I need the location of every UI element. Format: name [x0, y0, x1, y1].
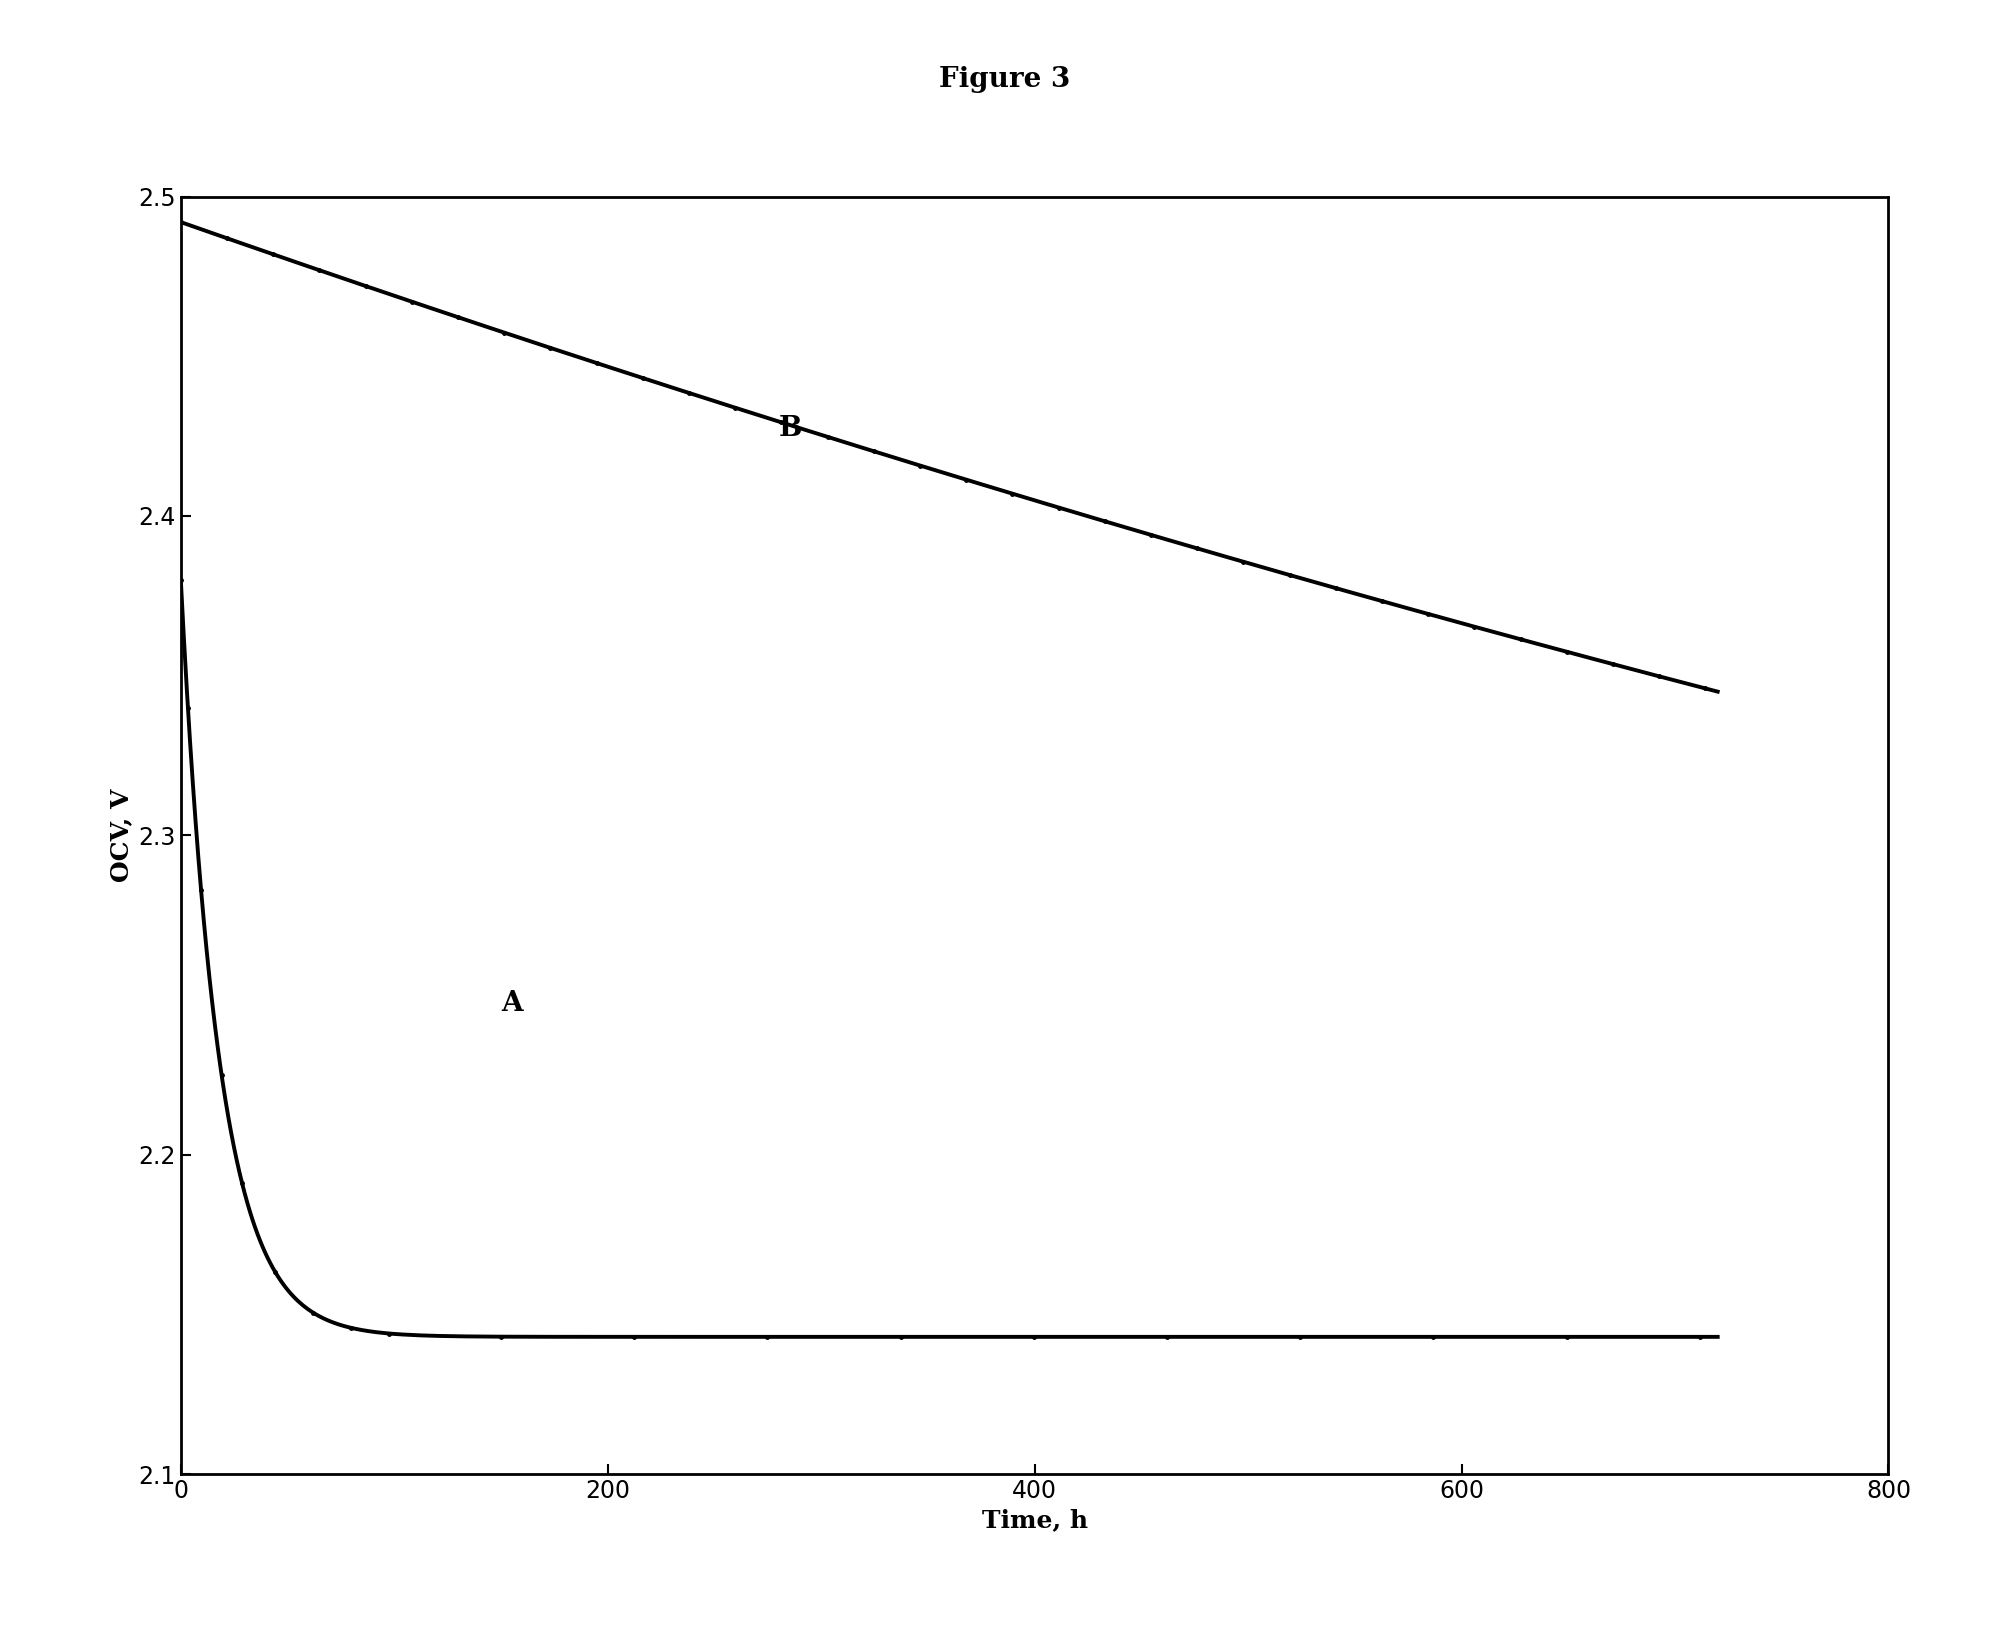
Text: B: B: [777, 414, 802, 442]
Text: A: A: [500, 989, 522, 1017]
X-axis label: Time, h: Time, h: [982, 1509, 1087, 1533]
Y-axis label: OCV, V: OCV, V: [108, 788, 133, 883]
Text: Figure 3: Figure 3: [938, 66, 1071, 92]
